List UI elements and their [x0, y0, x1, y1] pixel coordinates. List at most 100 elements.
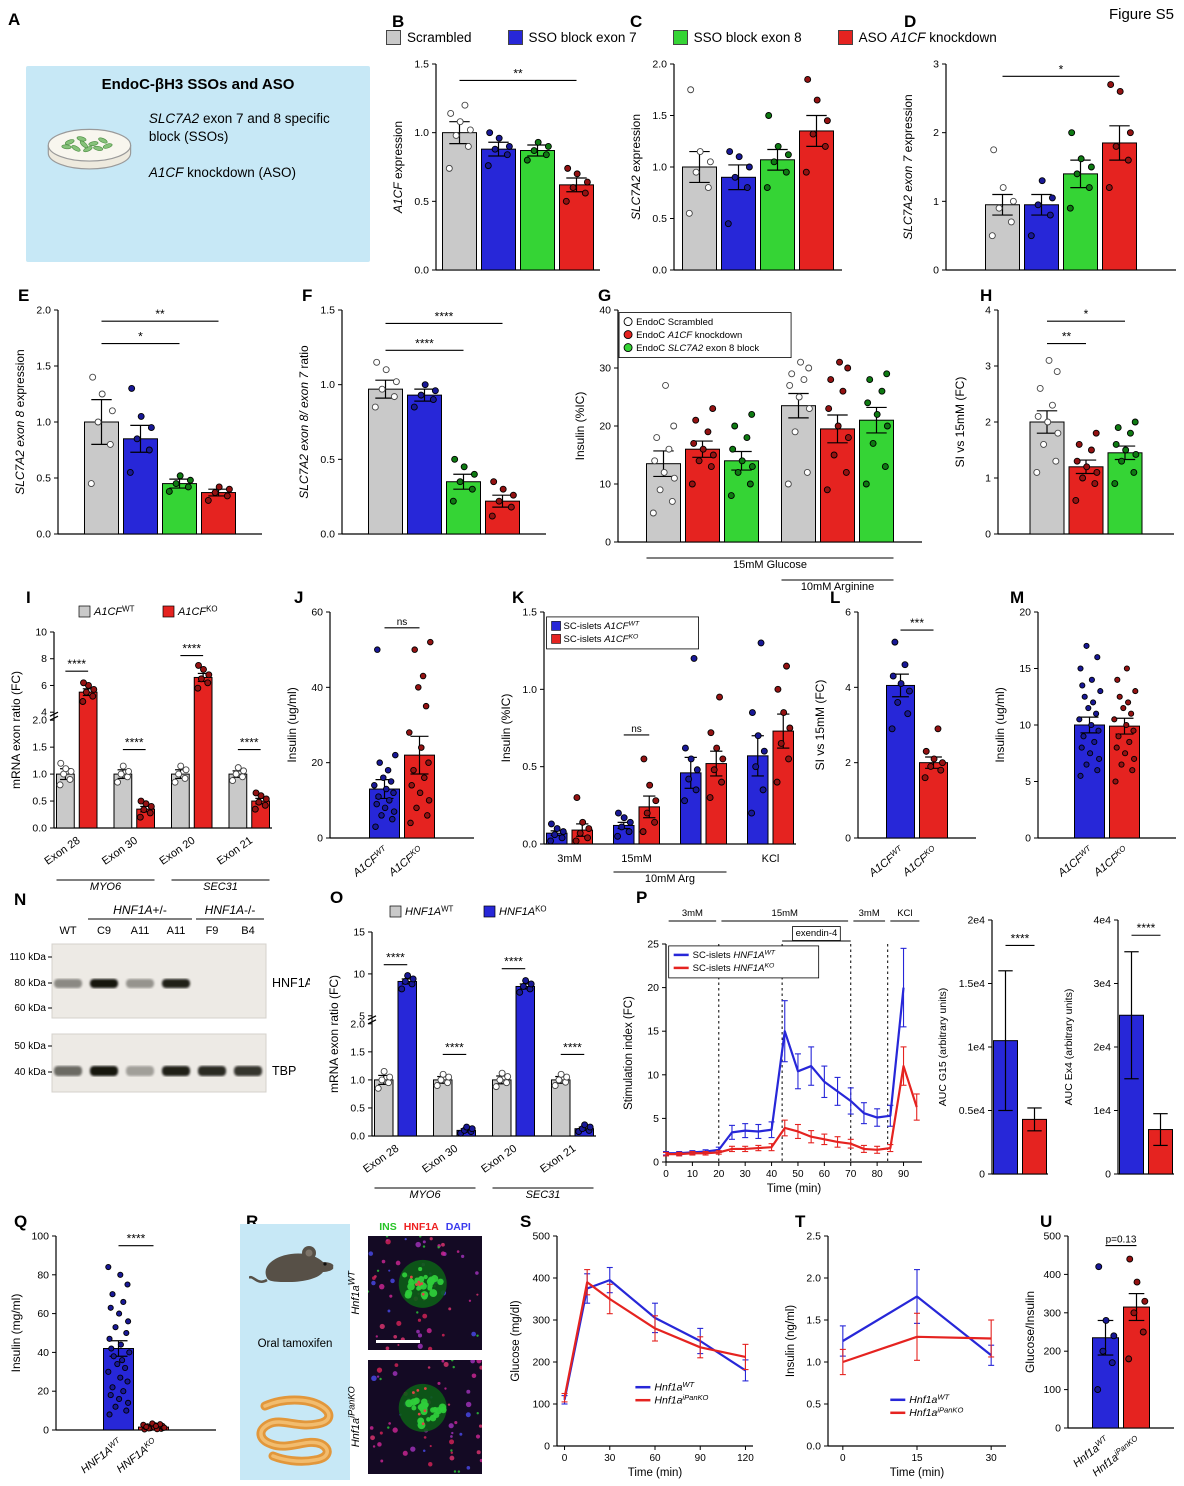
- svg-text:0.5: 0.5: [522, 761, 537, 773]
- svg-text:1.5: 1.5: [32, 742, 47, 754]
- svg-text:0.0: 0.0: [414, 265, 429, 277]
- svg-text:mRNA exon ratio (FC): mRNA exon ratio (FC): [9, 671, 23, 789]
- svg-text:300: 300: [1043, 1307, 1061, 1319]
- svg-text:60: 60: [819, 1169, 831, 1180]
- panel-letter-A: A: [8, 10, 21, 29]
- panel-P-auc-ex4-chart: 0 1e4 2e4 3e4 4e4 AUC Ex4 (arbitrary units) **…: [1062, 908, 1180, 1184]
- svg-text:**: **: [513, 66, 523, 80]
- svg-text:15: 15: [911, 1453, 923, 1464]
- svg-text:****: ****: [127, 1232, 146, 1246]
- svg-text:80 kDa: 80 kDa: [14, 978, 46, 989]
- svg-text:A1CFWT: A1CFWT: [1054, 843, 1096, 880]
- panel-T-chart: 0.0 0.5 1.0 1.5 2.0 2.5 0 15 30 Insulin (ng/ml) Ti…: [782, 1224, 1016, 1482]
- svg-text:****: ****: [1137, 921, 1156, 935]
- svg-text:10: 10: [1019, 720, 1031, 732]
- svg-text:300: 300: [532, 1315, 550, 1327]
- panel-A-line1: SLC7A2 exon 7 and 8 specific block (SSOs…: [148, 110, 330, 144]
- svg-text:0.5: 0.5: [350, 1102, 365, 1114]
- if-image-wt: [366, 1235, 482, 1351]
- svg-text:EndoC Scrambled: EndoC Scrambled: [636, 317, 713, 328]
- panel-H-chart: 0 1 2 3 4 SI vs 15mM (FC) ** *: [952, 298, 1182, 550]
- svg-text:30: 30: [604, 1453, 616, 1464]
- svg-text:Exon 30: Exon 30: [420, 1143, 460, 1176]
- svg-text:15mM: 15mM: [772, 908, 798, 919]
- if-image-ko: [368, 1358, 484, 1474]
- svg-text:Exon 20: Exon 20: [479, 1143, 519, 1176]
- svg-text:A11: A11: [167, 925, 186, 937]
- svg-text:10mM Arginine: 10mM Arginine: [801, 581, 874, 593]
- panel-letter-B: B: [392, 12, 405, 31]
- svg-text:ns: ns: [397, 617, 408, 628]
- svg-text:****: ****: [1011, 931, 1030, 945]
- svg-text:Exon 21: Exon 21: [215, 835, 255, 868]
- svg-text:SLC7A2 exon 8 expression: SLC7A2 exon 8 expression: [13, 349, 27, 494]
- intestine-icon: [256, 1395, 334, 1466]
- svg-text:1.0: 1.0: [806, 1357, 821, 1369]
- panel-D-chart: 0 1 2 3 SLC7A2 exon 7 expression *: [900, 52, 1184, 286]
- svg-text:0: 0: [1055, 1423, 1061, 1435]
- svg-text:1.5: 1.5: [320, 305, 335, 317]
- svg-text:15mM: 15mM: [621, 853, 652, 865]
- svg-text:80: 80: [872, 1169, 884, 1180]
- svg-text:15: 15: [353, 927, 365, 939]
- panel-letter-F: F: [302, 286, 313, 305]
- svg-text:Insulin (%IC): Insulin (%IC): [499, 694, 513, 763]
- svg-text:3: 3: [985, 361, 991, 373]
- svg-text:exendin-4: exendin-4: [796, 928, 838, 939]
- svg-text:2.0: 2.0: [652, 59, 667, 71]
- svg-text:mRNA exon ratio (FC): mRNA exon ratio (FC): [327, 975, 341, 1093]
- svg-text:5: 5: [653, 1113, 659, 1125]
- svg-text:3e4: 3e4: [1093, 978, 1111, 990]
- svg-text:SEC31: SEC31: [203, 881, 238, 893]
- svg-text:1e4: 1e4: [1093, 1105, 1111, 1117]
- legend-swatch: [672, 30, 688, 45]
- svg-text:HNF1AKO: HNF1AKO: [499, 905, 547, 919]
- panel-L-chart: 0 2 4 6 SI vs 15mM (FC) A1CFWT A1CFKO ***: [812, 600, 984, 892]
- panel-S-chart: 0 100 200 300 400 500 0 30 60 90 120 Glucose (mg/dl…: [505, 1224, 763, 1482]
- svg-text:SC-islets A1CFKO: SC-islets A1CFKO: [564, 634, 640, 646]
- treatment-label: Oral tamoxifen: [257, 1338, 333, 1350]
- svg-text:4: 4: [985, 305, 991, 317]
- svg-text:F9: F9: [206, 925, 219, 937]
- svg-text:Exon 20: Exon 20: [158, 835, 198, 868]
- svg-text:5: 5: [1025, 776, 1031, 788]
- svg-text:70: 70: [845, 1169, 857, 1180]
- svg-text:6: 6: [41, 680, 47, 692]
- panel-letter-P: P: [636, 888, 648, 907]
- legend-item: ASO A1CF knockdown: [837, 30, 997, 45]
- svg-text:60: 60: [37, 1308, 49, 1320]
- panel-letter-E: E: [18, 286, 30, 305]
- svg-text:****: ****: [563, 1040, 582, 1054]
- svg-text:30: 30: [740, 1169, 752, 1180]
- svg-text:Insulin (ng/ml): Insulin (ng/ml): [785, 1305, 797, 1377]
- stain-label: HNF1A: [403, 1221, 439, 1233]
- svg-text:A1CFKO: A1CFKO: [899, 844, 939, 880]
- svg-text:100: 100: [31, 1231, 49, 1243]
- panel-letter-S: S: [520, 1212, 532, 1231]
- svg-text:10mM Arg: 10mM Arg: [645, 873, 695, 885]
- svg-text:1.5: 1.5: [414, 59, 429, 71]
- svg-text:2.5: 2.5: [806, 1231, 821, 1243]
- svg-text:40 kDa: 40 kDa: [14, 1067, 46, 1078]
- panel-U-chart: 0 100 200 300 400 500 Glucose/Insulin Hnf1aWT Hn…: [1022, 1224, 1182, 1482]
- panel-C-chart: 0.0 0.5 1.0 1.5 2.0 SLC7A2 expression: [628, 52, 850, 286]
- panel-letter-N: N: [14, 890, 27, 909]
- stain-label: DAPI: [445, 1221, 471, 1233]
- svg-text:10: 10: [353, 968, 365, 980]
- svg-text:1.5: 1.5: [350, 1046, 365, 1058]
- svg-text:8: 8: [41, 653, 47, 665]
- svg-text:SC-islets HNF1AWT: SC-islets HNF1AWT: [693, 950, 776, 962]
- svg-text:EndoC SLC7A2 exon 8 block: EndoC SLC7A2 exon 8 block: [636, 343, 759, 354]
- svg-text:1.5: 1.5: [652, 110, 667, 122]
- svg-text:1.5e4: 1.5e4: [959, 978, 985, 990]
- svg-text:MYO6: MYO6: [90, 881, 122, 893]
- svg-text:20: 20: [647, 982, 659, 994]
- svg-text:15: 15: [1019, 663, 1031, 675]
- svg-text:0: 0: [1025, 833, 1031, 845]
- panel-A-line2: A1CF knockdown (ASO): [148, 165, 296, 181]
- svg-text:A1CF expression: A1CF expression: [391, 121, 405, 214]
- svg-text:20: 20: [37, 1386, 49, 1398]
- svg-text:2.0: 2.0: [32, 715, 47, 727]
- svg-text:A1CFKO: A1CFKO: [177, 605, 218, 619]
